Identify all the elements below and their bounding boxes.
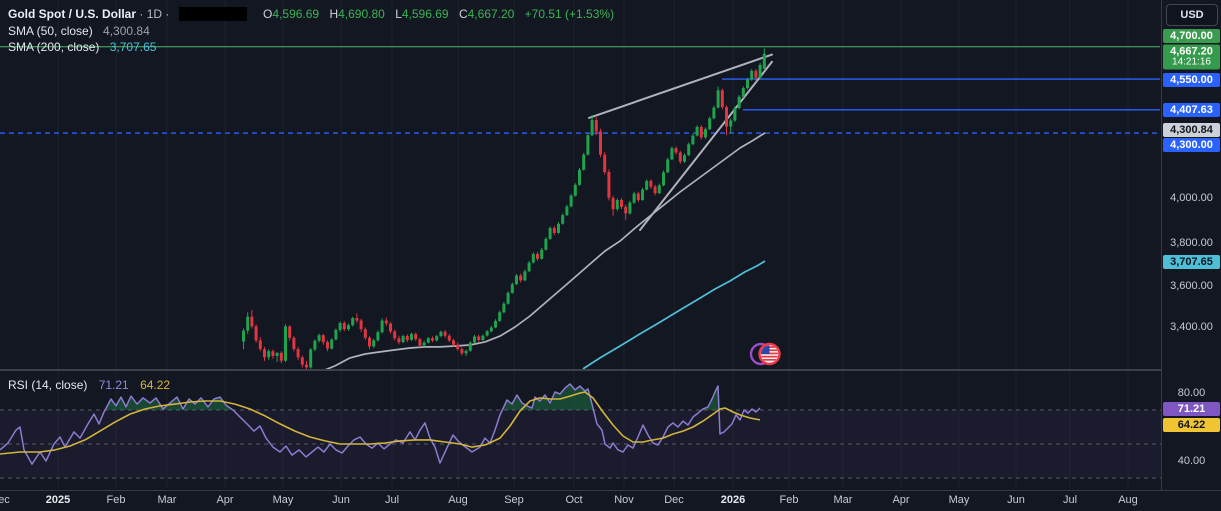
time-axis-label: Jul bbox=[1062, 494, 1078, 506]
time-axis-label: Dec bbox=[664, 494, 684, 506]
trendline bbox=[639, 60, 773, 231]
rsi-line bbox=[0, 383, 761, 465]
price-scale-label: 3,800.00 bbox=[1170, 237, 1213, 249]
sma50-legend[interactable]: SMA (50, close) 4,300.84 bbox=[8, 24, 150, 38]
sma50-label: SMA (50, close) bbox=[8, 24, 93, 38]
sma200-value: 3,707.65 bbox=[109, 40, 157, 54]
time-axis-label: Jul bbox=[384, 494, 400, 506]
high-value: 4,690.80 bbox=[338, 7, 385, 21]
bar-countdown: 14:21:16 bbox=[1172, 56, 1211, 68]
rsi-label: RSI (14, close) bbox=[8, 378, 88, 392]
low-label: L bbox=[395, 7, 402, 21]
high-label: H bbox=[329, 7, 339, 21]
chart-canvas[interactable] bbox=[0, 0, 1161, 511]
close-label: C bbox=[458, 7, 468, 21]
price-badge: 4,300.84 bbox=[1163, 123, 1220, 137]
open-label: O bbox=[263, 7, 273, 21]
rsi-ma-value: 64.22 bbox=[140, 378, 171, 392]
interval-label[interactable]: · 1D · bbox=[139, 7, 170, 21]
time-axis-label: Aug bbox=[1118, 494, 1138, 506]
pane-separator[interactable] bbox=[0, 369, 1161, 371]
price-scale-label: 40.00 bbox=[1177, 455, 1206, 467]
price-badge: 4,300.00 bbox=[1163, 138, 1220, 152]
price-scale-label: 4,000.00 bbox=[1170, 192, 1213, 204]
low-value: 4,596.69 bbox=[401, 7, 449, 21]
time-axis-label: 2026 bbox=[720, 494, 746, 506]
us-economic-event-icon bbox=[749, 342, 781, 366]
price-badge: 4,550.00 bbox=[1163, 73, 1220, 87]
time-axis-label: Mar bbox=[157, 494, 177, 506]
time-axis-label: Feb bbox=[106, 494, 126, 506]
price-badge: 4,700.00 bbox=[1163, 29, 1220, 43]
candles bbox=[242, 48, 766, 369]
source-hidden-box bbox=[178, 7, 247, 21]
rsi-pane bbox=[0, 383, 1161, 479]
close-value: 4,667.20 bbox=[467, 7, 515, 21]
trendline bbox=[588, 53, 773, 119]
time-axis-label: 2025 bbox=[45, 494, 71, 506]
time-axis-label: Mar bbox=[833, 494, 853, 506]
sma200-legend[interactable]: SMA (200, close) 3,707.65 bbox=[8, 40, 156, 54]
main-pane bbox=[0, 46, 1160, 369]
time-axis-label: Jun bbox=[1007, 494, 1025, 506]
sma200-line bbox=[582, 260, 766, 369]
price-badge: 4,667.20 14:21:16 bbox=[1163, 44, 1220, 70]
time-axis-label: Nov bbox=[614, 494, 634, 506]
time-axis-label: Sep bbox=[504, 494, 524, 506]
rsi-ma-line bbox=[0, 391, 761, 455]
price-scale-label: 3,400.00 bbox=[1170, 321, 1213, 333]
rsi-value: 71.21 bbox=[98, 378, 129, 392]
time-axis-label: Apr bbox=[216, 494, 234, 506]
price-badge: 4,407.63 bbox=[1163, 103, 1220, 117]
time-axis[interactable]: ec 2025 Feb Mar Apr May Jun Jul Aug Sep Oct Nov Dec 2… bbox=[0, 490, 1221, 511]
change-value: +70.51 (+1.53%) bbox=[524, 7, 615, 21]
price-badge: 71.21 bbox=[1163, 402, 1220, 416]
price-scale[interactable]: USD 4,000.00 3,800.00 3,600.00 3,400.00 80.0… bbox=[1161, 0, 1221, 511]
time-axis-label: Oct bbox=[565, 494, 583, 506]
price-scale-label: 80.00 bbox=[1177, 387, 1206, 399]
price-badge: 3,707.65 bbox=[1163, 255, 1220, 269]
time-axis-label: ec bbox=[0, 494, 10, 506]
symbol-legend[interactable]: Gold Spot / U.S. Dollar · 1D · O4,596.69… bbox=[8, 7, 614, 21]
time-axis-label: Jun bbox=[332, 494, 350, 506]
time-axis-label: Apr bbox=[892, 494, 910, 506]
price-scale-label: 3,600.00 bbox=[1170, 280, 1213, 292]
symbol-title[interactable]: Gold Spot / U.S. Dollar bbox=[8, 7, 137, 21]
sma50-value: 4,300.84 bbox=[103, 24, 150, 38]
price-badge: 64.22 bbox=[1163, 418, 1220, 432]
sma200-label: SMA (200, close) bbox=[8, 40, 100, 54]
time-axis-label: Feb bbox=[779, 494, 799, 506]
time-axis-label: May bbox=[948, 494, 970, 506]
sma50-line bbox=[325, 132, 766, 369]
time-axis-label: Aug bbox=[448, 494, 468, 506]
rsi-legend[interactable]: RSI (14, close) 71.21 64.22 bbox=[8, 378, 170, 392]
open-value: 4,596.69 bbox=[272, 7, 320, 21]
currency-toggle-button[interactable]: USD bbox=[1166, 4, 1218, 26]
time-axis-label: May bbox=[272, 494, 294, 506]
